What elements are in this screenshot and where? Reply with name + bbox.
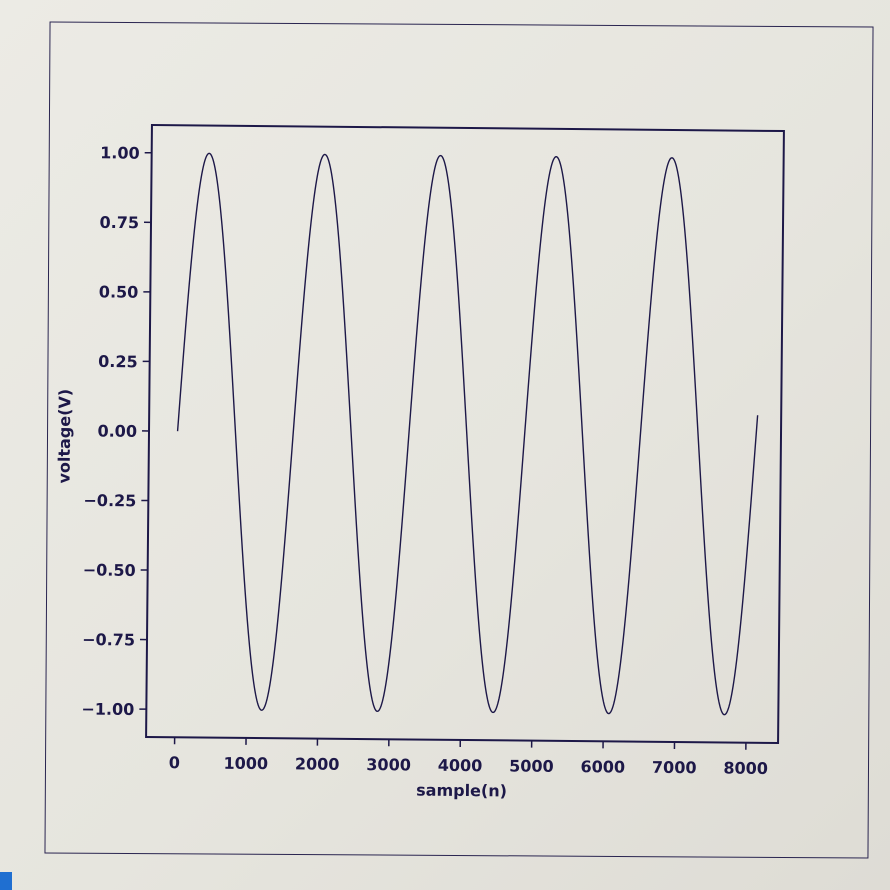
y-tick-label: −0.25 [83, 491, 136, 511]
y-tick-label: 1.00 [100, 143, 140, 162]
y-axis-label: voltage(V) [55, 389, 75, 484]
x-tick-label: 6000 [580, 757, 625, 776]
x-tick-label: 3000 [366, 755, 411, 774]
y-tick-label: 0.00 [97, 421, 137, 440]
y-tick-label: 0.50 [99, 282, 139, 301]
y-tick-label: 0.25 [98, 352, 138, 371]
y-tick-label: −0.75 [82, 630, 135, 650]
y-tick-label: −0.50 [83, 560, 136, 580]
x-tick-label: 0 [169, 753, 180, 772]
corner-blue-mark [0, 872, 12, 890]
x-tick-label: 5000 [509, 756, 554, 775]
y-tick-label: −1.00 [81, 700, 134, 720]
y-tick-label: 0.75 [99, 213, 139, 232]
x-axis-label: sample(n) [416, 781, 507, 801]
x-tick-label: 4000 [438, 756, 483, 775]
x-tick-label: 8000 [723, 758, 768, 777]
x-tick-label: 2000 [295, 754, 340, 773]
x-tick-label: 7000 [652, 758, 697, 777]
x-tick-label: 1000 [223, 754, 268, 773]
series-line [176, 152, 759, 716]
plot-area [145, 123, 785, 745]
chart-group: 1.00 0.75 0.50 0.25 0.00 −0.25 −0.50 −0.75 −1.00… [55, 123, 785, 801]
